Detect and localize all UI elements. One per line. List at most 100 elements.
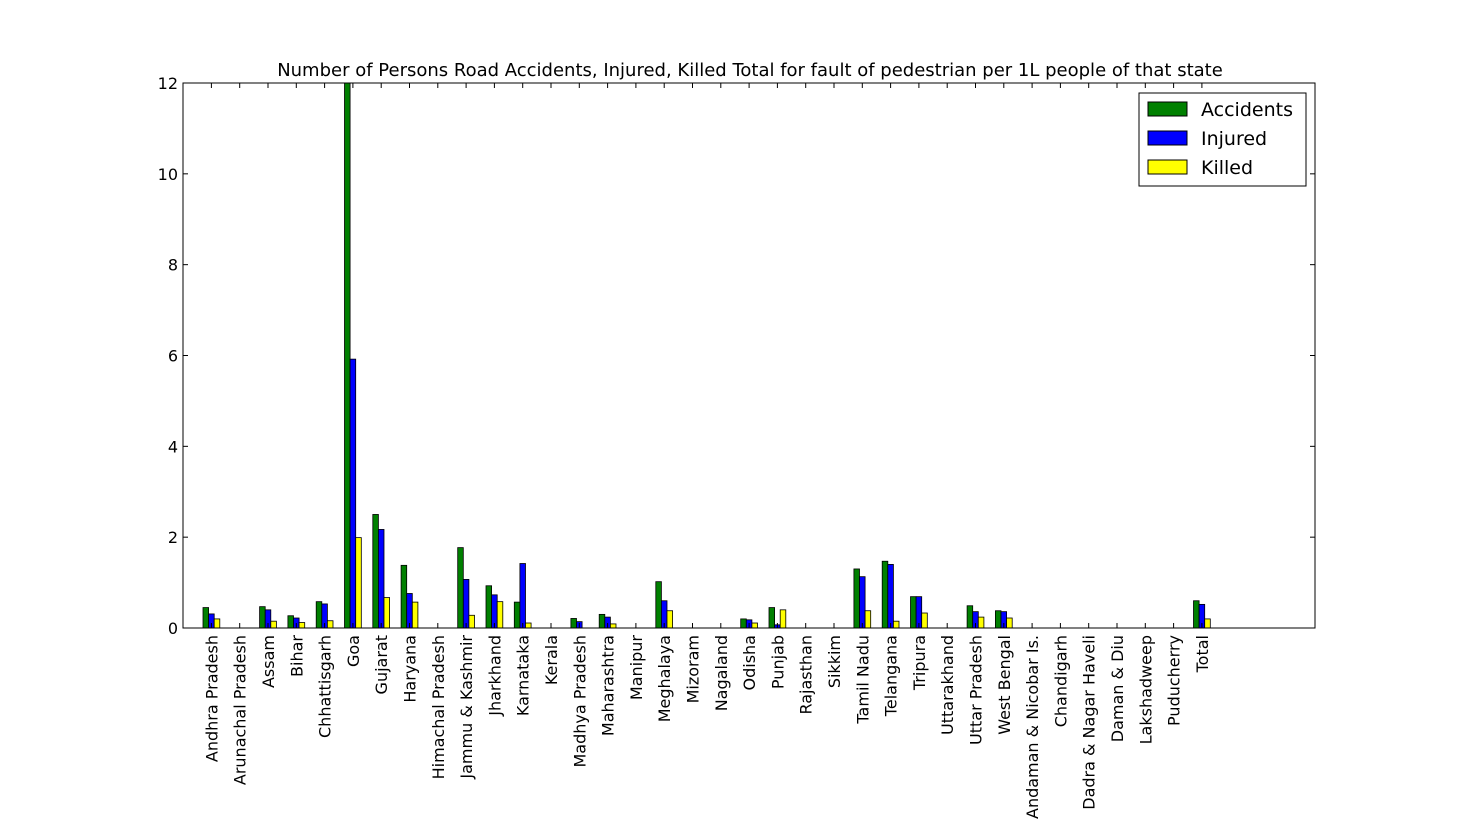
x-tick-label: Sikkim: [825, 635, 844, 688]
bar-injured-9: [462, 579, 470, 629]
x-tick-label: Madhya Pradesh: [570, 635, 589, 768]
bar-injured-6: [377, 529, 385, 629]
y-tick-label: 0: [168, 619, 178, 638]
bar-injured-7: [406, 593, 413, 629]
bar-killed-14: [610, 623, 617, 629]
x-tick-label: Kerala: [542, 635, 561, 685]
legend-swatch-injured: [1147, 130, 1188, 146]
x-tick-label: Haryana: [401, 635, 420, 703]
y-tick-label: 10: [158, 165, 178, 184]
bar-accidents-23: [853, 568, 860, 629]
y-tick-label: 8: [168, 256, 178, 275]
bar-accidents-4: [315, 601, 323, 629]
bar-accidents-25: [910, 596, 917, 629]
x-tick-label: Dadra & Nagar Haveli: [1080, 635, 1099, 810]
bar-killed-25: [921, 612, 928, 629]
legend-label-accidents: Accidents: [1201, 99, 1293, 121]
bar-killed-19: [751, 622, 758, 629]
bar-accidents-3: [287, 615, 294, 629]
bar-injured-5: [349, 358, 357, 629]
bar-accidents-0: [202, 607, 209, 629]
x-tick-label: Chhattisgarh: [316, 635, 335, 738]
x-tick-label: Andaman & Nicobar Is.: [1023, 635, 1042, 819]
bar-accidents-19: [740, 618, 747, 629]
bar-killed-6: [383, 597, 390, 629]
x-tick-label: Meghalaya: [655, 635, 674, 722]
bar-accidents-20: [768, 607, 775, 629]
bar-killed-24: [893, 620, 900, 629]
bar-killed-10: [496, 601, 504, 629]
bar-killed-27: [977, 616, 985, 629]
legend-swatch-accidents: [1147, 101, 1188, 117]
bar-killed-20: [779, 609, 787, 629]
bars-group: [202, 82, 1211, 629]
legend-label-killed: Killed: [1201, 157, 1253, 179]
bar-killed-16: [666, 610, 673, 629]
x-tick-label: Assam: [259, 635, 278, 688]
bar-injured-24: [887, 564, 894, 629]
x-tick-label: Puducherry: [1165, 635, 1184, 726]
legend-label-injured: Injured: [1201, 128, 1267, 150]
bar-accidents-14: [598, 613, 606, 629]
x-tick-label: Mizoram: [684, 635, 703, 703]
bar-accidents-5: [344, 82, 351, 629]
bar-injured-23: [859, 576, 866, 629]
x-tick-label: Nagaland: [712, 635, 731, 711]
bar-accidents-10: [485, 585, 492, 629]
x-tick-label: Punjab: [768, 635, 787, 689]
x-tick-label: Gujarat: [372, 635, 391, 694]
x-tick-label: Goa: [344, 635, 363, 667]
y-tick-label: 2: [168, 528, 178, 547]
x-tick-label: Arunachal Pradesh: [231, 635, 250, 785]
x-tick-label: West Bengal: [995, 635, 1014, 735]
x-tick-label: Jharkhand: [485, 635, 504, 717]
x-tick-label: Uttar Pradesh: [967, 635, 986, 745]
bar-accidents-2: [259, 606, 266, 629]
x-tick-label: Jammu & Kashmir: [457, 635, 476, 780]
bar-accidents-11: [513, 601, 521, 629]
bar-killed-11: [525, 622, 532, 629]
bar-injured-11: [519, 563, 526, 629]
x-tick-label: Lakshadweep: [1136, 635, 1155, 744]
bar-accidents-13: [570, 618, 577, 629]
legend-swatch-killed: [1147, 159, 1188, 175]
bar-killed-7: [411, 601, 419, 629]
x-tick-label: Telangana: [882, 635, 901, 717]
x-tick-label: Odisha: [740, 635, 759, 690]
bar-killed-3: [298, 622, 306, 629]
x-tick-label: Daman & Diu: [1108, 635, 1127, 742]
bar-killed-9: [468, 614, 475, 629]
bar-accidents-35: [1193, 600, 1200, 629]
bar-accidents-28: [995, 610, 1002, 629]
y-tick-label: 6: [168, 347, 178, 366]
bar-killed-5: [355, 537, 362, 629]
bar-accidents-24: [881, 560, 889, 629]
x-axis: Andhra Pradesh Arunachal Pradesh Assam Biha…: [202, 83, 1212, 819]
plot-frame: [182, 82, 1316, 629]
x-tick-label: Tripura: [910, 635, 929, 691]
x-tick-label: Karnataka: [514, 635, 533, 716]
bar-accidents-6: [372, 514, 379, 629]
bar-killed-28: [1006, 617, 1013, 629]
bar-accidents-7: [400, 564, 408, 629]
chart-title: Number of Persons Road Accidents, Injure…: [277, 60, 1223, 81]
y-tick-label: 4: [168, 437, 178, 456]
x-tick-label: Uttarakhand: [938, 635, 957, 735]
bar-killed-4: [326, 620, 334, 629]
x-tick-label: Himachal Pradesh: [429, 635, 448, 779]
bar-killed-23: [864, 610, 872, 629]
x-tick-label: Maharashtra: [599, 635, 618, 736]
bar-killed-2: [270, 620, 277, 629]
x-tick-label: Chandigarh: [1051, 635, 1070, 727]
x-tick-label: Manipur: [627, 635, 646, 700]
x-tick-label: Tamil Nadu: [853, 635, 872, 725]
bar-killed-0: [213, 618, 221, 629]
legend: Accidents Injured Killed: [1138, 92, 1307, 187]
bar-accidents-16: [655, 581, 662, 629]
x-tick-label: Total: [1193, 635, 1212, 673]
y-tick-label: 12: [158, 74, 178, 93]
x-tick-label: Bihar: [287, 635, 306, 677]
x-tick-label: Rajasthan: [797, 635, 816, 715]
bar-accidents-27: [966, 605, 974, 629]
